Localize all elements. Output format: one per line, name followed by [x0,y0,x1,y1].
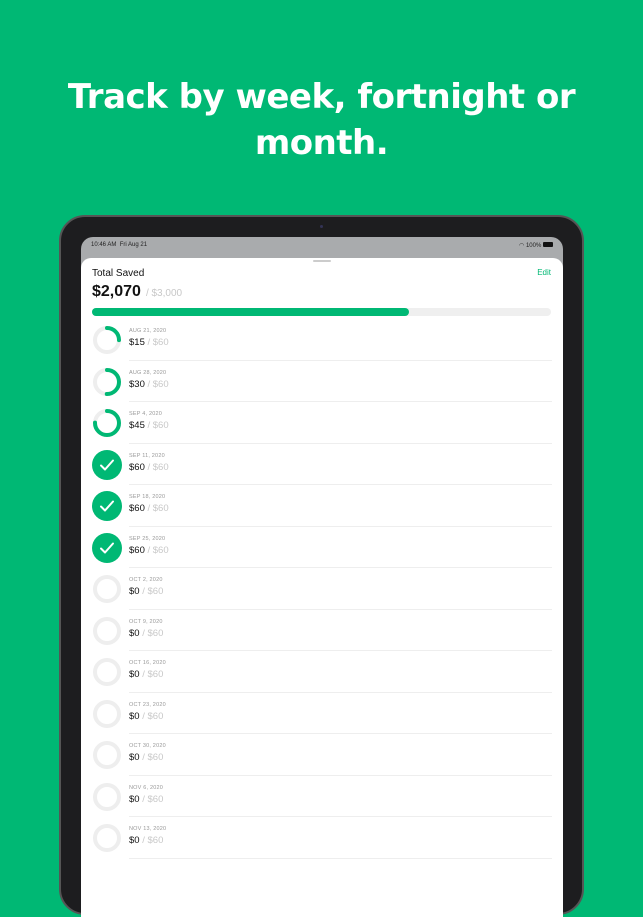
period-date: OCT 2, 2020 [129,577,163,583]
period-target: / $60 [142,835,164,846]
period-amount: $0 [129,627,140,639]
period-date: AUG 21, 2020 [129,328,167,334]
headline: Track by week, fortnight or month. [67,77,576,163]
period-amount: $15 [129,337,145,348]
progress-ring-icon [93,575,121,603]
period-target: / $60 [142,586,164,597]
divider [129,691,552,693]
camera [320,225,323,228]
divider [129,733,552,734]
check-circle-icon [92,491,122,521]
check-circle-icon [92,532,122,563]
period-row[interactable]: OCT 23, 2020 $0 / $60 [81,693,563,734]
progress-ring-icon [93,409,121,437]
period-amount: $0 [129,586,140,597]
divider [129,359,552,361]
period-date: AUG 28, 2020 [129,369,167,376]
status-time: 10:46 AM [91,242,117,248]
total-amount: $2,070 / $3,000 [92,283,182,301]
divider [129,442,552,444]
battery-level: 100% [525,242,542,249]
status-bar: 10:46 AM Fri Aug 21 ◠ 100% [81,237,563,253]
divider [129,401,552,402]
saved-amount: $2,070 [92,283,141,300]
period-date: SEP 18, 2020 [129,494,166,500]
divider [129,608,552,610]
status-date: Fri Aug 21 [119,242,148,248]
divider [129,816,552,817]
divider [129,484,552,485]
period-amount: $0 [129,710,140,722]
period-target: / $60 [147,503,169,514]
period-target: / $60 [142,627,164,639]
progress-ring-icon [93,326,121,354]
period-target: / $60 [147,378,169,390]
screen: 10:46 AM Fri Aug 21 ◠ 100% Total Saved E… [81,237,563,917]
period-date: OCT 30, 2020 [129,743,166,749]
divider [129,650,552,651]
period-date: OCT 9, 2020 [129,618,163,625]
period-row[interactable]: SEP 4, 2020 $45 / $60 [81,402,563,444]
progress-ring-icon [93,782,121,811]
period-target: / $60 [147,420,169,431]
period-date: OCT 16, 2020 [129,660,166,666]
edit-button[interactable]: Edit [537,268,551,277]
period-date: NOV 6, 2020 [129,784,163,791]
period-date: SEP 25, 2020 [129,535,166,542]
period-row[interactable]: SEP 11, 2020 $60 / $60 [81,444,563,485]
period-target: / $60 [147,544,169,556]
period-amount: $45 [129,420,145,431]
period-row[interactable]: NOV 6, 2020 $0 / $60 [81,776,563,817]
period-target: / $60 [142,669,164,680]
period-target: / $60 [147,461,169,473]
period-row[interactable]: SEP 25, 2020 $60 / $60 [81,527,563,568]
progress-ring-icon [93,367,121,396]
period-amount: $0 [129,669,140,680]
divider [129,525,552,527]
period-row[interactable]: OCT 2, 2020 $0 / $60 [81,568,563,610]
divider [129,567,552,568]
period-target: / $60 [142,752,164,763]
period-amount: $60 [129,503,145,514]
battery-icon [543,242,553,248]
period-amount: $30 [129,378,145,390]
period-date: OCT 23, 2020 [129,701,166,708]
wifi-icon: ◠ [519,242,525,249]
period-target: / $60 [147,337,169,348]
progress-ring-icon [93,658,121,686]
period-row[interactable]: OCT 9, 2020 $0 / $60 [81,610,563,651]
total-progress-bar [92,308,551,316]
progress-fill [92,308,409,316]
period-row[interactable]: SEP 18, 2020 $60 / $60 [81,485,563,527]
period-amount: $0 [129,835,140,846]
period-amount: $60 [129,461,145,473]
period-row[interactable]: OCT 30, 2020 $0 / $60 [81,734,563,776]
ipad-frame: 10:46 AM Fri Aug 21 ◠ 100% Total Saved E… [59,215,584,917]
period-target: / $60 [142,793,164,805]
progress-ring-icon [93,699,121,728]
period-row[interactable]: AUG 28, 2020 $30 / $60 [81,361,563,402]
progress-ring-icon [93,741,121,769]
period-amount: $60 [129,544,145,556]
period-row[interactable]: AUG 21, 2020 $15 / $60 [81,319,563,361]
period-row[interactable]: NOV 13, 2020 $0 / $60 [81,817,563,859]
period-date: SEP 11, 2020 [129,452,165,459]
divider [129,774,552,776]
progress-ring-icon [93,824,121,852]
total-saved-label: Total Saved [92,268,145,279]
progress-ring-icon [93,616,121,645]
period-amount: $0 [129,793,140,805]
period-amount: $0 [129,752,140,763]
period-list: AUG 21, 2020 $15 / $60 AUG 28, 2020 $30 / $… [81,319,563,859]
savings-sheet: Total Saved Edit $2,070 / $3,000 AUG 21,… [81,258,563,917]
sheet-grabber[interactable] [313,260,331,262]
goal-amount: / $3,000 [145,288,183,299]
period-target: / $60 [142,710,164,722]
period-row[interactable]: OCT 16, 2020 $0 / $60 [81,651,563,693]
period-date: SEP 4, 2020 [129,411,162,417]
period-date: NOV 13, 2020 [129,826,167,832]
check-circle-icon [92,449,122,480]
